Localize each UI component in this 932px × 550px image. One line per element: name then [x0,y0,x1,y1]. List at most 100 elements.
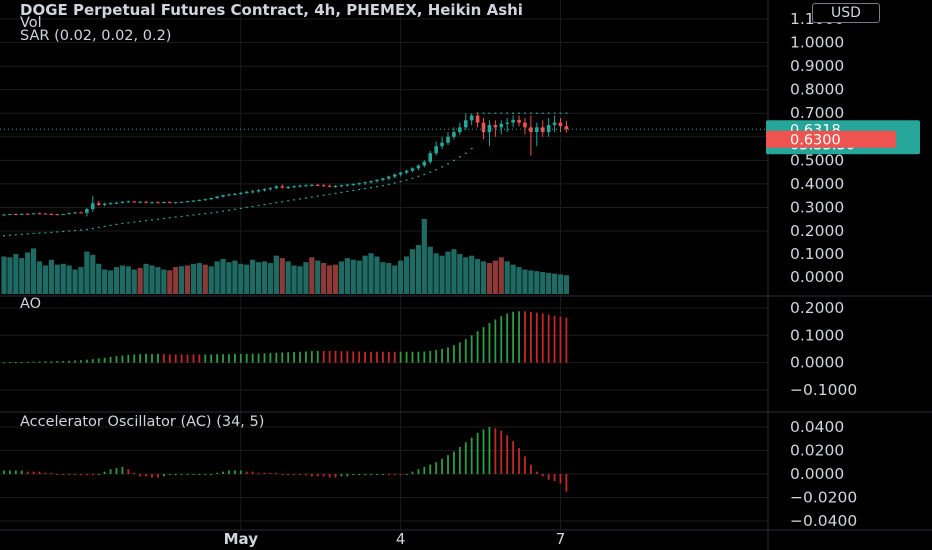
ao-bar [139,354,142,363]
candle-body [416,165,421,169]
ac-bar [529,464,532,474]
vol-legend[interactable]: Vol [20,15,42,31]
volume-bar [392,265,398,294]
candle-body [209,198,213,200]
ac-bar [50,472,53,474]
sar-dot [26,233,29,235]
ac-bar [399,474,402,476]
candle-body [250,191,255,193]
volume-bar [48,259,54,294]
ac-bar [180,474,183,475]
ao-bar [476,331,479,363]
sar-dot [56,231,59,233]
sar-dot [233,208,236,210]
ac-bar [103,471,106,474]
ac-bar [9,470,11,474]
volume-bar [557,274,564,294]
volume-bar [137,267,143,294]
ao-bar [352,351,355,363]
ao-bar [180,354,183,363]
volume-bar [202,264,208,294]
sar-dot [494,112,497,114]
ac-bar [429,464,432,474]
candle-body [31,213,36,215]
candle-body [345,184,350,186]
candle-body [440,142,444,147]
volume-bar [25,252,31,294]
ao-bar [470,335,473,363]
price-tags: 0.6318 03:53:30 0.6300 [766,120,920,155]
time-axis[interactable]: May 4 7 [224,530,566,548]
ac-bar [322,474,325,477]
sar-dot [518,112,521,114]
price-pane[interactable] [0,112,768,237]
candle-body [150,202,154,204]
sar-dot [198,213,201,215]
ao-bar [80,360,82,363]
ac-bar [222,471,224,474]
sar-legend[interactable]: SAR (0.02, 0.02, 0.2) [20,28,172,44]
ao-bar [387,351,390,363]
ao-bar [9,362,11,364]
ao-bar [506,313,509,363]
ac-bar [405,474,408,475]
sar-dot [299,198,301,200]
ao-bar [68,360,71,363]
ao-bar [281,352,284,363]
sar-dot [381,185,384,187]
candle-body [144,201,148,203]
sar-dot [239,207,242,209]
y-tick-label: 0.0000 [790,268,844,286]
ao-bar [91,359,94,363]
sar-dot [216,211,219,213]
candle-body [203,199,208,201]
sar-dot [50,231,53,234]
volume-bar [19,258,25,294]
volume-bar [119,265,125,294]
volume-bar [13,254,19,294]
y-tick-label: 0.2000 [790,222,844,240]
ao-bar [518,311,520,363]
price-axis[interactable]: 1.10001.00000.90000.80000.70000.60000.50… [790,10,857,530]
volume-bar [486,263,493,294]
ac-legend[interactable]: Accelerator Oscillator (AC) (34, 5) [20,414,265,430]
ao-bar [524,311,526,363]
ao-bar [405,351,408,363]
ao-bar [44,361,47,363]
volume-bar [90,254,96,294]
ao-bar [85,359,88,363]
volume-bar [398,260,404,294]
ac-bar [352,474,355,476]
candle-body [274,186,279,189]
ao-bar [20,361,23,363]
volume-bar [332,264,339,294]
ac-bar [435,462,438,474]
ac-bar [228,470,230,474]
volume-bar [303,262,309,294]
sar-dot [162,217,165,220]
ac-bar [316,474,319,477]
sar-dot [174,216,177,218]
y-tick-label: 0.0200 [790,442,844,460]
volume-bar [102,269,108,294]
ao-bar [233,353,236,363]
y-tick-label: 0.8000 [790,81,844,99]
volume-bar [250,259,256,294]
volume-bar [244,264,250,294]
candle-body [517,119,521,123]
ao-bar [151,353,153,363]
candle-body [156,202,160,204]
ao-bar [14,362,17,364]
sar-dot [523,112,526,114]
sar-dot [91,228,94,230]
ao-legend[interactable]: AO [20,296,42,312]
volume-bar [66,265,72,294]
candle-body [55,214,60,216]
volume-bar [184,265,191,294]
ac-pane[interactable] [3,427,568,492]
ao-pane[interactable] [3,311,568,364]
currency-selector[interactable]: USD [812,3,880,23]
volume-bar [409,249,416,294]
candle-body [481,122,486,133]
